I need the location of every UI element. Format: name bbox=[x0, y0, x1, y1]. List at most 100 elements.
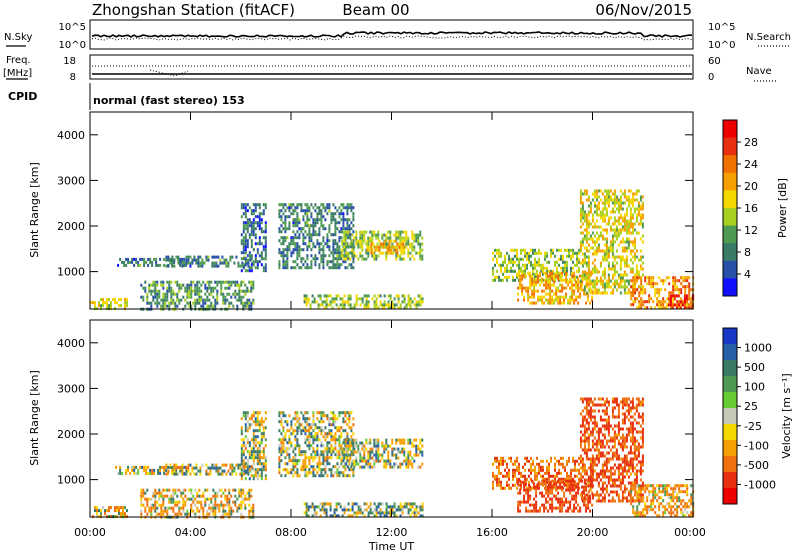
power-cell bbox=[282, 239, 285, 243]
power-cell bbox=[385, 251, 388, 255]
velocity-cell bbox=[248, 417, 251, 421]
velocity-cell bbox=[300, 423, 303, 427]
power-cell bbox=[583, 276, 586, 280]
power-cell bbox=[124, 304, 126, 308]
power-cell bbox=[316, 233, 319, 237]
power-cell bbox=[352, 218, 355, 222]
velocity-cell bbox=[215, 463, 218, 467]
velocity-cell bbox=[338, 429, 341, 433]
velocity-cell bbox=[381, 444, 384, 448]
velocity-cell bbox=[348, 420, 351, 424]
power-cell bbox=[627, 243, 630, 247]
velocity-cell bbox=[252, 468, 255, 472]
power-cell bbox=[595, 225, 598, 229]
power-cell bbox=[419, 230, 422, 234]
velocity-cell bbox=[282, 435, 285, 439]
velocity-cell bbox=[94, 506, 96, 510]
power-cell bbox=[334, 206, 337, 210]
velocity-cell bbox=[550, 474, 552, 478]
power-cell bbox=[500, 278, 502, 282]
power-cell bbox=[294, 245, 297, 249]
velocity-cell bbox=[353, 450, 356, 454]
power-cell bbox=[343, 306, 346, 310]
velocity-cell bbox=[300, 465, 303, 469]
power-cell bbox=[567, 283, 570, 287]
power-cell bbox=[336, 263, 339, 267]
power-cell bbox=[548, 269, 550, 273]
velocity-cell bbox=[492, 471, 494, 475]
velocity-cell bbox=[300, 429, 303, 433]
power-cell bbox=[320, 242, 323, 246]
velocity-cell bbox=[211, 463, 214, 467]
velocity-cell bbox=[389, 514, 392, 518]
power-cell bbox=[547, 292, 550, 296]
power-cell bbox=[421, 236, 424, 240]
power-cell bbox=[521, 277, 524, 281]
power-cell bbox=[305, 297, 308, 301]
power-cell bbox=[631, 204, 634, 208]
power-cell bbox=[512, 263, 514, 267]
velocity-cell bbox=[539, 509, 542, 513]
power-cell bbox=[641, 234, 644, 238]
power-cell bbox=[246, 242, 249, 246]
velocity-cell bbox=[498, 471, 500, 475]
velocity-cell bbox=[575, 491, 578, 495]
power-cell bbox=[306, 209, 309, 213]
power-cell bbox=[671, 294, 674, 298]
power-cell bbox=[585, 261, 588, 265]
power-cell bbox=[308, 227, 311, 231]
velocity-cell bbox=[193, 466, 196, 470]
velocity-cell bbox=[224, 503, 227, 507]
power-cell bbox=[224, 286, 227, 290]
velocity-cell bbox=[190, 506, 193, 510]
velocity-cell bbox=[290, 426, 293, 430]
power-cell bbox=[308, 266, 311, 270]
velocity-cell bbox=[353, 459, 356, 463]
power-cell bbox=[143, 263, 146, 267]
power-cell bbox=[585, 231, 588, 235]
power-cell bbox=[194, 286, 197, 290]
power-cell bbox=[346, 212, 349, 216]
power-cell bbox=[258, 260, 261, 264]
velocity-cell bbox=[303, 511, 306, 515]
power-cell bbox=[351, 242, 354, 246]
power-cell bbox=[402, 251, 405, 255]
power-cell bbox=[627, 225, 630, 229]
power-cell bbox=[576, 257, 578, 261]
power-cell bbox=[216, 283, 219, 287]
velocity-cell bbox=[387, 462, 390, 466]
velocity-cell bbox=[262, 429, 265, 433]
velocity-cell bbox=[568, 459, 570, 463]
velocity-cell bbox=[296, 432, 299, 436]
power-cell bbox=[570, 248, 572, 252]
power-cell bbox=[615, 198, 618, 202]
velocity-cell bbox=[583, 503, 586, 507]
velocity-cell bbox=[557, 491, 560, 495]
velocity-cell bbox=[344, 411, 347, 415]
velocity-cell bbox=[518, 465, 520, 469]
power-cell bbox=[415, 300, 418, 304]
velocity-cell bbox=[204, 488, 207, 492]
velocity-cell bbox=[405, 465, 408, 469]
velocity-cell bbox=[178, 500, 181, 504]
power-cell bbox=[627, 195, 630, 199]
power-cell bbox=[641, 225, 644, 229]
power-cell bbox=[306, 218, 309, 222]
power-cell bbox=[405, 245, 408, 249]
power-cell bbox=[535, 280, 538, 284]
power-cell bbox=[405, 233, 408, 237]
power-cell bbox=[502, 260, 504, 264]
power-cell bbox=[247, 261, 250, 265]
power-cell bbox=[387, 242, 390, 246]
power-cell bbox=[349, 294, 352, 298]
velocity-cell bbox=[502, 486, 504, 490]
velocity-cell bbox=[332, 438, 335, 442]
velocity-cell bbox=[340, 432, 343, 436]
power-cell bbox=[316, 221, 319, 225]
velocity-cell bbox=[351, 459, 354, 463]
velocity-cell bbox=[578, 480, 580, 484]
power-cell bbox=[527, 289, 530, 293]
power-cell bbox=[525, 289, 528, 293]
power-cell bbox=[494, 254, 496, 258]
power-cell bbox=[194, 298, 197, 302]
